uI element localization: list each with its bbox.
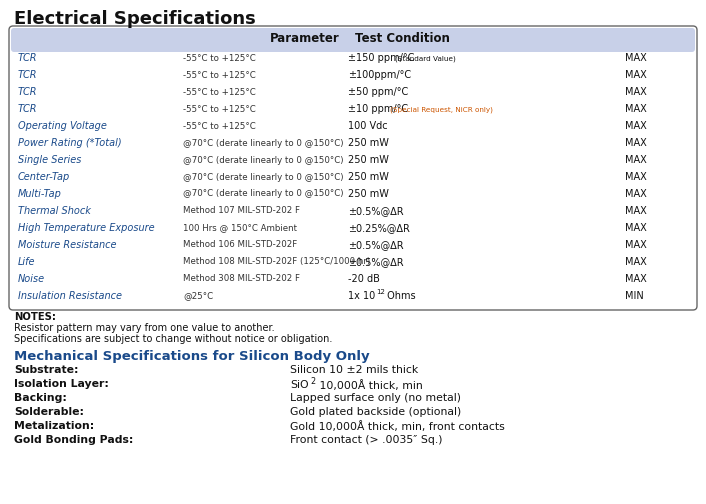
Text: Thermal Shock: Thermal Shock xyxy=(18,206,91,216)
Text: Life: Life xyxy=(18,257,35,267)
Text: Gold Bonding Pads:: Gold Bonding Pads: xyxy=(14,435,133,445)
Text: Gold plated backside (optional): Gold plated backside (optional) xyxy=(290,407,461,417)
Text: -55°C to +125°C: -55°C to +125°C xyxy=(183,88,256,97)
Text: MIN: MIN xyxy=(625,290,644,300)
Text: Metalization:: Metalization: xyxy=(14,421,94,431)
Text: MAX: MAX xyxy=(625,71,647,81)
Text: Front contact (> .0035″ Sq.): Front contact (> .0035″ Sq.) xyxy=(290,435,443,445)
Text: 10,000Å thick, min: 10,000Å thick, min xyxy=(316,380,423,391)
Text: Solderable:: Solderable: xyxy=(14,407,84,417)
Text: TCR: TCR xyxy=(18,71,37,81)
Text: 250 mW: 250 mW xyxy=(348,138,389,148)
Text: Parameter: Parameter xyxy=(270,32,340,45)
Text: 250 mW: 250 mW xyxy=(348,189,389,199)
Text: 250 mW: 250 mW xyxy=(348,155,389,165)
Text: @70°C (derate linearly to 0 @150°C): @70°C (derate linearly to 0 @150°C) xyxy=(183,172,344,181)
Text: 100 Hrs @ 150°C Ambient: 100 Hrs @ 150°C Ambient xyxy=(183,223,297,232)
Text: ±50 ppm/°C: ±50 ppm/°C xyxy=(348,87,408,97)
Text: MAX: MAX xyxy=(625,87,647,97)
Text: ±0.5%@ΔR: ±0.5%@ΔR xyxy=(348,206,404,216)
Text: @70°C (derate linearly to 0 @150°C): @70°C (derate linearly to 0 @150°C) xyxy=(183,139,344,148)
Text: Gold 10,000Å thick, min, front contacts: Gold 10,000Å thick, min, front contacts xyxy=(290,421,505,432)
Text: MAX: MAX xyxy=(625,155,647,165)
Text: MAX: MAX xyxy=(625,104,647,114)
Text: Electrical Specifications: Electrical Specifications xyxy=(14,10,256,28)
Text: TCR: TCR xyxy=(18,104,37,114)
Text: ±10 ppm/°C: ±10 ppm/°C xyxy=(348,104,408,114)
Text: 1x 10: 1x 10 xyxy=(348,290,376,300)
Text: ±0.5%@ΔR: ±0.5%@ΔR xyxy=(348,240,404,250)
Text: Center-Tap: Center-Tap xyxy=(18,172,71,182)
Text: Method 106 MIL-STD-202F: Method 106 MIL-STD-202F xyxy=(183,240,297,249)
Text: TCR: TCR xyxy=(18,87,37,97)
Text: MAX: MAX xyxy=(625,206,647,216)
Text: Multi-Tap: Multi-Tap xyxy=(18,189,62,199)
Text: @70°C (derate linearly to 0 @150°C): @70°C (derate linearly to 0 @150°C) xyxy=(183,190,344,199)
Text: Method 108 MIL-STD-202F (125°C/1000 hr): Method 108 MIL-STD-202F (125°C/1000 hr) xyxy=(183,257,370,266)
Text: NOTES:: NOTES: xyxy=(14,312,56,322)
Text: MAX: MAX xyxy=(625,257,647,267)
FancyBboxPatch shape xyxy=(11,28,695,52)
Text: Operating Voltage: Operating Voltage xyxy=(18,121,107,131)
Text: -55°C to +125°C: -55°C to +125°C xyxy=(183,54,256,63)
Text: 250 mW: 250 mW xyxy=(348,172,389,182)
Text: 12: 12 xyxy=(376,288,385,294)
Text: Moisture Resistance: Moisture Resistance xyxy=(18,240,116,250)
Text: Substrate:: Substrate: xyxy=(14,365,78,375)
Text: Method 308 MIL-STD-202 F: Method 308 MIL-STD-202 F xyxy=(183,274,300,283)
Text: -55°C to +125°C: -55°C to +125°C xyxy=(183,121,256,131)
Text: TCR: TCR xyxy=(18,53,37,64)
Text: 2: 2 xyxy=(310,377,315,386)
Text: ±0.25%@ΔR: ±0.25%@ΔR xyxy=(348,223,410,233)
Text: MAX: MAX xyxy=(625,240,647,250)
Text: Method 107 MIL-STD-202 F: Method 107 MIL-STD-202 F xyxy=(183,206,300,215)
Text: MAX: MAX xyxy=(625,138,647,148)
Text: Single Series: Single Series xyxy=(18,155,81,165)
Text: MAX: MAX xyxy=(625,121,647,131)
Text: MAX: MAX xyxy=(625,189,647,199)
FancyBboxPatch shape xyxy=(9,26,697,310)
Text: MAX: MAX xyxy=(625,172,647,182)
Text: SiO: SiO xyxy=(290,380,309,390)
Text: @70°C (derate linearly to 0 @150°C): @70°C (derate linearly to 0 @150°C) xyxy=(183,156,344,165)
Text: Isolation Layer:: Isolation Layer: xyxy=(14,379,109,389)
Text: Power Rating (*Total): Power Rating (*Total) xyxy=(18,138,121,148)
Text: Mechanical Specifications for Silicon Body Only: Mechanical Specifications for Silicon Bo… xyxy=(14,350,370,363)
Text: -55°C to +125°C: -55°C to +125°C xyxy=(183,105,256,114)
Text: Ohms: Ohms xyxy=(384,290,416,300)
Text: Resistor pattern may vary from one value to another.: Resistor pattern may vary from one value… xyxy=(14,323,275,333)
Text: Silicon 10 ±2 mils thick: Silicon 10 ±2 mils thick xyxy=(290,365,418,375)
Text: @25°C: @25°C xyxy=(183,291,213,300)
Text: ±150 ppm/°C: ±150 ppm/°C xyxy=(348,53,414,64)
Text: Specifications are subject to change without notice or obligation.: Specifications are subject to change wit… xyxy=(14,334,333,344)
Text: Insulation Resistance: Insulation Resistance xyxy=(18,290,122,300)
Text: MAX: MAX xyxy=(625,53,647,64)
Text: Backing:: Backing: xyxy=(14,393,67,403)
Text: ±100ppm/°C: ±100ppm/°C xyxy=(348,71,411,81)
Text: (Special Request, NiCR only): (Special Request, NiCR only) xyxy=(390,106,493,112)
Text: Noise: Noise xyxy=(18,274,45,284)
Text: High Temperature Exposure: High Temperature Exposure xyxy=(18,223,155,233)
Text: (Standard Value): (Standard Value) xyxy=(395,55,456,61)
Text: ±0.5%@ΔR: ±0.5%@ΔR xyxy=(348,257,404,267)
Text: -20 dB: -20 dB xyxy=(348,274,380,284)
Text: -55°C to +125°C: -55°C to +125°C xyxy=(183,71,256,80)
Text: 100 Vdc: 100 Vdc xyxy=(348,121,388,131)
Text: Lapped surface only (no metal): Lapped surface only (no metal) xyxy=(290,393,461,403)
Text: Test Condition: Test Condition xyxy=(355,32,450,45)
Text: MAX: MAX xyxy=(625,223,647,233)
Text: MAX: MAX xyxy=(625,274,647,284)
